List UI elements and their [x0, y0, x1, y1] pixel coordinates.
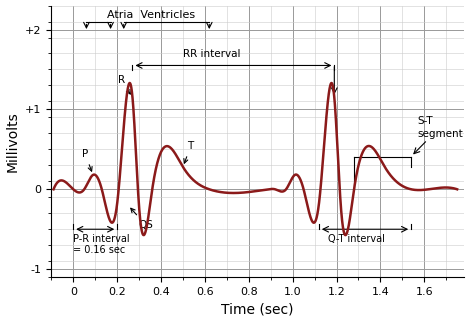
Text: Atria  Ventricles: Atria Ventricles: [107, 10, 195, 20]
Text: P-R interval: P-R interval: [73, 234, 130, 244]
Y-axis label: Millivolts: Millivolts: [6, 111, 19, 172]
Text: segment: segment: [418, 129, 464, 139]
Text: Q-T interval: Q-T interval: [328, 234, 384, 244]
Text: RR interval: RR interval: [182, 49, 240, 59]
Text: S-T: S-T: [418, 116, 433, 126]
Text: QS: QS: [131, 208, 153, 230]
Text: R: R: [118, 75, 130, 94]
Text: = 0.16 sec: = 0.16 sec: [73, 245, 126, 255]
Text: P: P: [82, 149, 92, 171]
X-axis label: Time (sec): Time (sec): [221, 302, 294, 317]
Text: T: T: [184, 141, 194, 163]
